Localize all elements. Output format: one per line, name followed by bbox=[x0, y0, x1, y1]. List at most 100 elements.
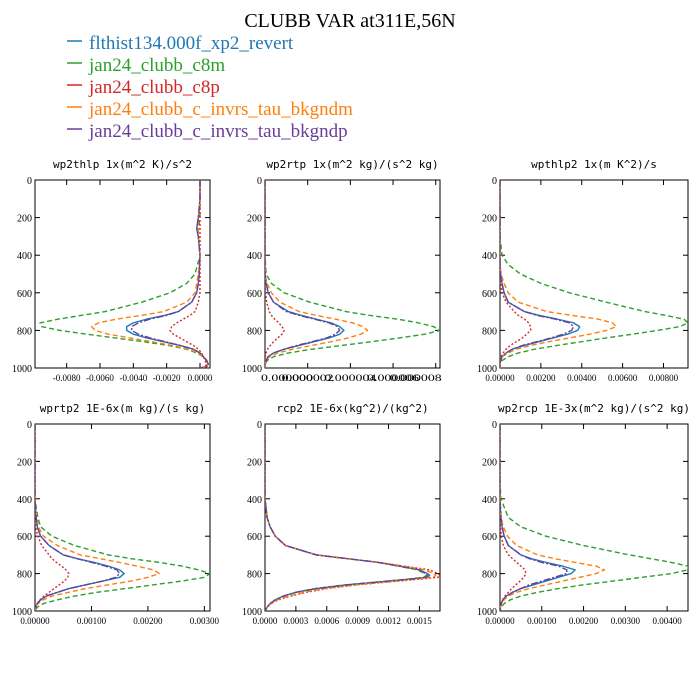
plot-frame bbox=[264, 423, 441, 612]
panel-title: rcp2 1E-6x(kg^2)/(kg^2) bbox=[276, 402, 428, 415]
y-tick-label: 800 bbox=[17, 570, 32, 581]
y-tick-label: 200 bbox=[247, 214, 262, 225]
series-line-jan24_clubb_c8p bbox=[500, 424, 527, 611]
x-tick-label: 0.000006 bbox=[367, 373, 420, 383]
y-tick-label: 200 bbox=[482, 214, 497, 225]
chart-panel: wprtp2 1E-6x(m kg)/(s kg) 0 200 400 600 800 10… bbox=[12, 402, 219, 626]
series-group bbox=[500, 424, 688, 611]
y-tick-label: 800 bbox=[247, 570, 262, 581]
series-line-jan24_clubb_c_invrs_tau_bkgndm bbox=[90, 180, 210, 368]
y-tick-label: 400 bbox=[482, 251, 497, 262]
x-tick-label: 0.00300 bbox=[190, 616, 220, 626]
y-tick-label: 0 bbox=[492, 176, 497, 187]
series-line-jan24_clubb_c8m bbox=[265, 424, 428, 611]
y-tick-label: 800 bbox=[17, 326, 32, 337]
legend-entry: jan24_clubb_c_invrs_tau_bkgndm bbox=[67, 99, 353, 120]
x-tick-label: 0.000002 bbox=[282, 373, 334, 383]
y-tick-label: 800 bbox=[482, 570, 497, 581]
series-line-jan24_clubb_c_invrs_tau_bkgndp bbox=[265, 180, 341, 368]
panel-title: wpthlp2 1x(m K^2)/s bbox=[531, 158, 657, 171]
series-line-flthist134.000f_xp2_revert bbox=[500, 180, 581, 368]
series-line-jan24_clubb_c8p bbox=[265, 424, 440, 611]
y-tick-label: 400 bbox=[482, 495, 497, 506]
x-tick-label: 0.00200 bbox=[526, 373, 556, 383]
chart-panel: wpthlp2 1x(m K^2)/s020040060080010000.00… bbox=[477, 158, 689, 383]
x-tick-label: 0.000008 bbox=[390, 373, 443, 383]
series-line-jan24_clubb_c8p bbox=[265, 180, 285, 368]
series-group bbox=[265, 424, 440, 611]
legend: flthist134.000f_xp2_revertjan24_clubb_c8… bbox=[67, 33, 353, 142]
y-tick-label: 0 bbox=[492, 420, 497, 431]
y-tick-label: 400 bbox=[247, 251, 262, 262]
series-line-jan24_clubb_c8p bbox=[35, 424, 70, 611]
x-tick-label: 0.00400 bbox=[652, 616, 682, 626]
series-line-jan24_clubb_c_invrs_tau_bkgndm bbox=[265, 424, 437, 611]
series-group bbox=[39, 180, 210, 368]
x-tick-label: 0.0009 bbox=[345, 616, 370, 626]
series-line-jan24_clubb_c8p bbox=[500, 180, 532, 368]
legend-label: jan24_clubb_c8p bbox=[88, 77, 220, 98]
y-tick-label: 400 bbox=[17, 251, 32, 262]
panel-title: wp2rcp 1E-3x(m^2 kg)/(s^2 kg) bbox=[498, 402, 690, 415]
legend-label: jan24_clubb_c_invrs_tau_bkgndm bbox=[88, 99, 353, 120]
series-line-jan24_clubb_c_invrs_tau_bkgndp bbox=[265, 424, 429, 611]
y-tick-label: 1000 bbox=[477, 364, 497, 375]
figure-title: CLUBB VAR at311E,56N bbox=[244, 10, 455, 32]
x-tick-label: 0.00200 bbox=[133, 616, 163, 626]
series-group bbox=[35, 424, 210, 611]
x-tick-label: 0.00000 bbox=[20, 616, 50, 626]
x-tick-label: 0.00400 bbox=[567, 373, 597, 383]
y-tick-label: 600 bbox=[17, 532, 32, 543]
y-tick-label: 1000 bbox=[477, 607, 497, 618]
y-tick-label: 600 bbox=[482, 532, 497, 543]
x-tick-label: -0.0080 bbox=[53, 373, 81, 383]
y-tick-label: 600 bbox=[247, 532, 262, 543]
series-line-jan24_clubb_c_invrs_tau_bkgndm bbox=[35, 424, 160, 611]
x-tick-label: -0.0040 bbox=[119, 373, 147, 383]
y-tick-label: 800 bbox=[247, 326, 262, 337]
x-tick-label: 0.0012 bbox=[376, 616, 401, 626]
x-tick-label: 0.00000 bbox=[485, 616, 515, 626]
legend-label: jan24_clubb_c8m bbox=[88, 55, 225, 76]
y-tick-label: 800 bbox=[482, 326, 497, 337]
chart-panel: wp2rtp 1x(m^2 kg)/(s^2 kg) 0 200 400 600 800 1… bbox=[242, 158, 443, 383]
series-line-flthist134.000f_xp2_revert bbox=[500, 424, 576, 611]
plot-frame bbox=[264, 179, 441, 369]
legend-label: jan24_clubb_c_invrs_tau_bkgndp bbox=[88, 121, 348, 142]
chart-panel: wp2thlp 1x(m^2 K)/s^2 0 200 400 600 800 1000 -0… bbox=[12, 158, 213, 383]
legend-entry: flthist134.000f_xp2_revert bbox=[67, 33, 294, 54]
legend-entry: jan24_clubb_c_invrs_tau_bkgndp bbox=[67, 121, 348, 142]
x-tick-label: 0.00100 bbox=[527, 616, 557, 626]
legend-entry: jan24_clubb_c8p bbox=[67, 77, 220, 98]
x-tick-label: -0.0020 bbox=[153, 373, 181, 383]
chart-panel: rcp2 1E-6x(kg^2)/(kg^2) 0 200 400 600 800 1000… bbox=[242, 402, 441, 626]
legend-label: flthist134.000f_xp2_revert bbox=[89, 33, 294, 54]
x-tick-label: -0.0060 bbox=[86, 373, 114, 383]
x-tick-label: 0.00600 bbox=[608, 373, 638, 383]
y-tick-label: 200 bbox=[482, 457, 497, 468]
x-tick-label: 0.00000 bbox=[485, 373, 515, 383]
y-tick-label: 600 bbox=[482, 289, 497, 300]
x-tick-label: 0.000004 bbox=[324, 373, 377, 383]
series-line-jan24_clubb_c_invrs_tau_bkgndp bbox=[130, 180, 210, 368]
series-line-jan24_clubb_c8m bbox=[265, 180, 440, 368]
series-line-jan24_clubb_c_invrs_tau_bkgndp bbox=[35, 424, 121, 611]
x-tick-label: 0.00200 bbox=[569, 616, 599, 626]
x-tick-label: 0.0003 bbox=[284, 616, 309, 626]
y-tick-label: 200 bbox=[247, 457, 262, 468]
series-line-flthist134.000f_xp2_revert bbox=[35, 424, 125, 611]
y-tick-label: 0 bbox=[27, 176, 32, 187]
x-tick-label: 0.0015 bbox=[407, 616, 432, 626]
plot-frame bbox=[34, 179, 211, 369]
series-line-jan24_clubb_c8m bbox=[35, 424, 210, 611]
y-tick-label: 600 bbox=[17, 289, 32, 300]
series-line-jan24_clubb_c_invrs_tau_bkgndp bbox=[500, 180, 575, 368]
x-tick-label: 0.00300 bbox=[611, 616, 641, 626]
series-line-jan24_clubb_c8p bbox=[169, 180, 208, 368]
chart-panels: wp2thlp 1x(m^2 K)/s^2 0 200 400 600 800 1000 -0… bbox=[12, 158, 690, 626]
x-tick-label: 0.0000 bbox=[253, 616, 278, 626]
x-tick-label: 0.000000 bbox=[261, 373, 314, 383]
y-tick-label: 1000 bbox=[12, 607, 32, 618]
y-tick-label: 400 bbox=[17, 495, 32, 506]
